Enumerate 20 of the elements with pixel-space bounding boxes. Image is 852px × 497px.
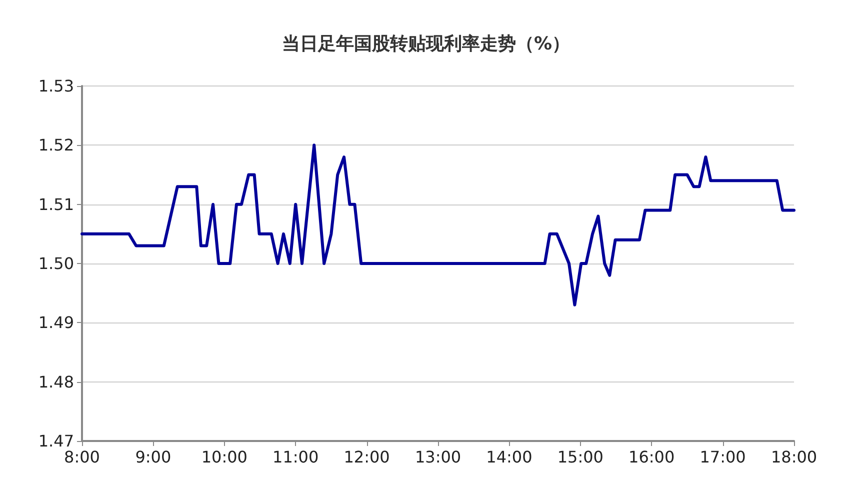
y-tick-label: 1.49 bbox=[38, 313, 74, 332]
x-tick-label: 10:00 bbox=[201, 448, 248, 466]
y-tick-label: 1.51 bbox=[38, 194, 74, 214]
chart-title: 当日足年国股转贴现利率走势（%） bbox=[282, 34, 570, 54]
y-tick-label: 1.52 bbox=[38, 136, 74, 155]
y-tick-label: 1.47 bbox=[38, 432, 74, 450]
y-tick-label: 1.50 bbox=[38, 254, 74, 273]
y-tick-label: 1.48 bbox=[38, 372, 74, 392]
x-tick-label: 11:00 bbox=[272, 448, 319, 466]
x-tick-label: 9:00 bbox=[135, 448, 172, 466]
x-tick-label: 16:00 bbox=[628, 448, 675, 466]
x-tick-label: 17:00 bbox=[700, 448, 746, 466]
x-tick-label: 13:00 bbox=[414, 448, 462, 466]
x-tick-label: 12:00 bbox=[344, 448, 390, 466]
x-tick-label: 18:00 bbox=[770, 448, 818, 466]
x-tick-label: 8:00 bbox=[64, 448, 100, 466]
x-tick-label: 15:00 bbox=[557, 448, 604, 466]
line-series bbox=[80, 144, 796, 306]
x-tick-label: 14:00 bbox=[486, 448, 532, 466]
y-tick-label: 1.53 bbox=[38, 76, 74, 96]
